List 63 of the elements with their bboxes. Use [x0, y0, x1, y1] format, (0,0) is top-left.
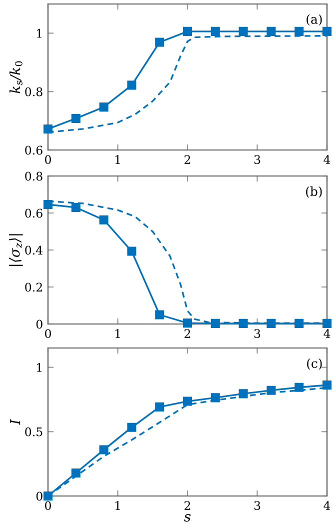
- point: [43, 491, 53, 501]
- point: [322, 380, 332, 390]
- point: [322, 26, 332, 36]
- point: [155, 38, 164, 47]
- y-tick-label: 1: [37, 363, 42, 372]
- point: [238, 389, 248, 398]
- y-tick-label: 0.2: [25, 282, 42, 292]
- y-tick-label: 0: [36, 492, 42, 501]
- point: [266, 26, 276, 36]
- point: [210, 26, 220, 36]
- point: [127, 80, 136, 90]
- y-tick-label: 1: [37, 28, 42, 38]
- point: [210, 393, 220, 402]
- annotation: (a): [306, 14, 322, 26]
- point: [71, 114, 80, 123]
- point: [155, 310, 164, 320]
- y-tick-label: 0.6: [25, 146, 42, 155]
- point: [127, 246, 136, 256]
- x-tick-label: 1: [115, 329, 120, 338]
- x-tick-label: 4: [324, 155, 330, 164]
- point: [155, 402, 164, 412]
- point: [99, 445, 108, 454]
- y-tick-label: 0.8: [25, 87, 42, 96]
- point: [238, 26, 248, 36]
- x-tick-label: 0: [45, 501, 51, 510]
- annotation: (b): [306, 186, 322, 198]
- y-axis-title: |⟨σ$_{z}$⟩|: [8, 234, 23, 266]
- x-tick-label: 4: [324, 329, 330, 338]
- point: [43, 200, 53, 210]
- point: [322, 318, 332, 328]
- y-tick-label: 0.5: [25, 427, 42, 436]
- point: [43, 124, 53, 134]
- x-tick-label: 3: [254, 501, 260, 510]
- x-tick-label: 2: [184, 329, 190, 338]
- point: [182, 396, 192, 406]
- y-tick-label: 0: [36, 320, 42, 329]
- point: [127, 422, 136, 432]
- x-tick-label: 3: [254, 155, 260, 164]
- point: [238, 318, 248, 328]
- point: [182, 26, 192, 36]
- y-tick-label: 0.4: [25, 246, 43, 255]
- x-tick-label: 1: [115, 155, 120, 164]
- point: [71, 202, 80, 212]
- x-axis-title: s: [184, 514, 191, 522]
- x-tick-label: 4: [324, 501, 330, 510]
- annotation: (c): [307, 358, 322, 370]
- y-tick-label: 0.8: [25, 172, 42, 181]
- x-tick-label: 0: [45, 329, 51, 338]
- point: [99, 215, 108, 224]
- x-tick-label: 2: [184, 155, 190, 164]
- point: [71, 468, 80, 478]
- x-tick-label: 0: [45, 155, 51, 164]
- x-tick-label: 2: [184, 501, 190, 510]
- point: [294, 26, 304, 36]
- point: [99, 102, 108, 112]
- y-tick-label: 0.6: [25, 208, 42, 218]
- x-tick-label: 3: [254, 329, 260, 338]
- point: [182, 318, 192, 328]
- point: [266, 386, 276, 395]
- y-axis-title: k$_{s}$/k$_{0}$: [10, 61, 22, 94]
- y-axis-title: I: [10, 419, 20, 425]
- point: [294, 382, 304, 392]
- x-tick-label: 1: [115, 501, 120, 510]
